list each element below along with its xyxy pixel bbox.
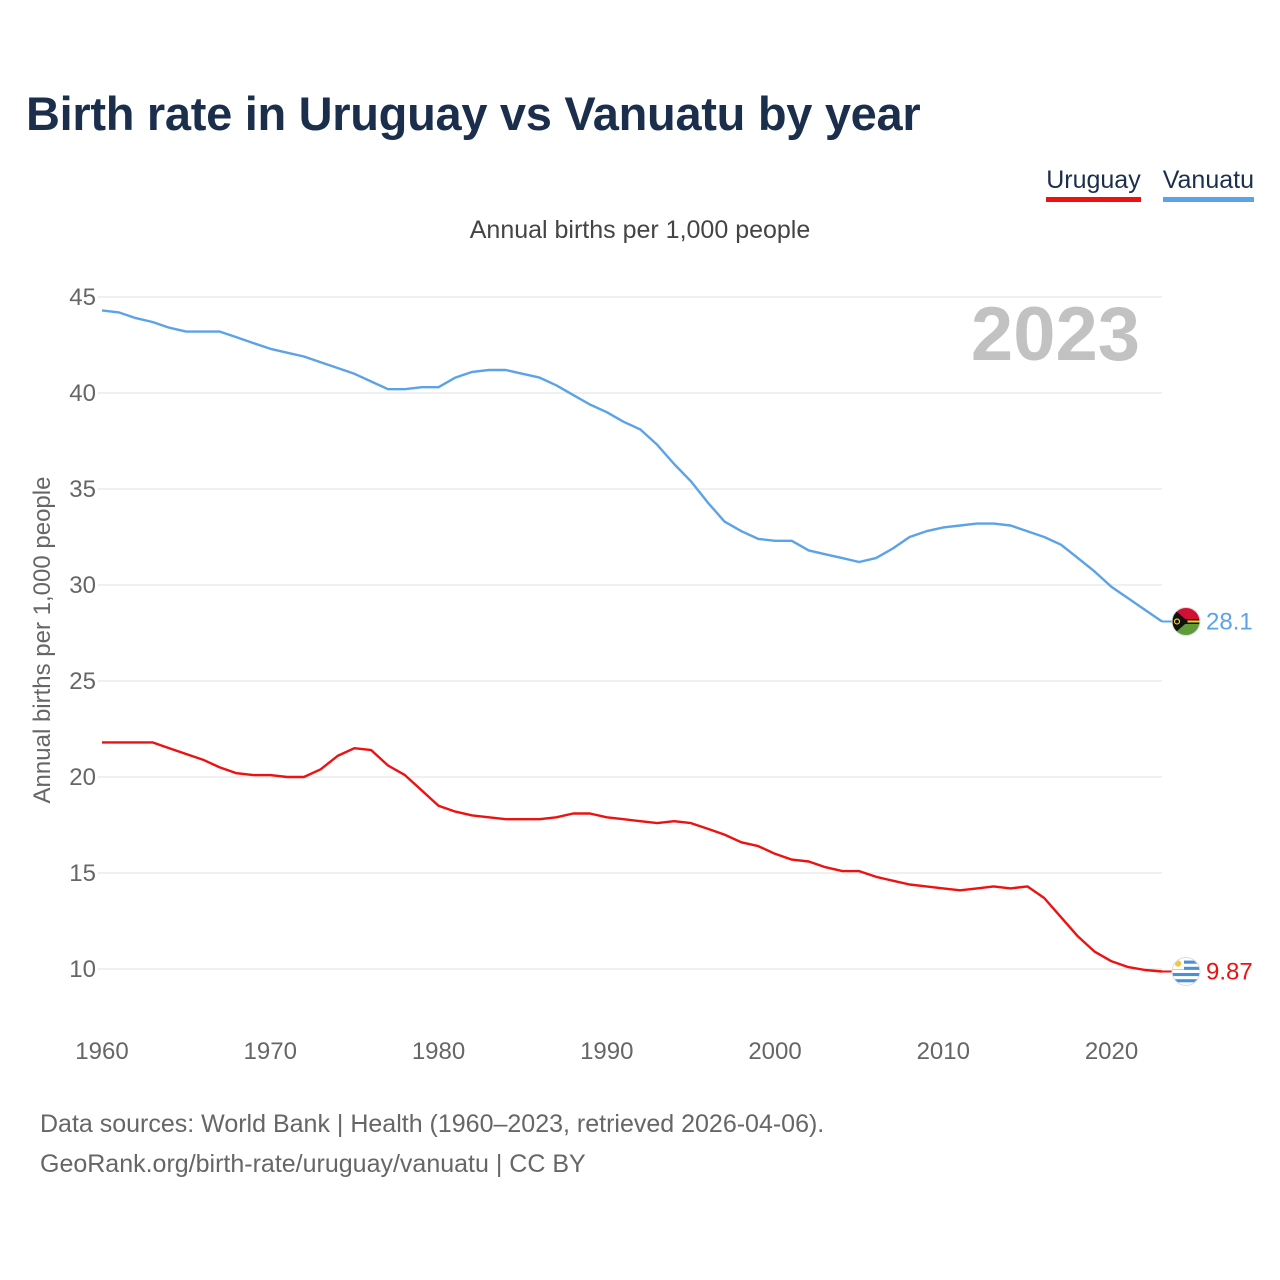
x-tick-label-1990: 1990 [580, 1038, 633, 1065]
x-tick-label-2010: 2010 [917, 1038, 970, 1065]
x-tick-label-1960: 1960 [75, 1038, 128, 1065]
end-value-label-uruguay: 9.87 [1206, 958, 1253, 985]
legend: Uruguay Vanuatu [1046, 166, 1254, 202]
x-axis-ticks: 1960 1970 1980 1990 2000 2010 2020 [75, 1038, 1138, 1065]
y-tick-label-35: 35 [69, 476, 96, 503]
x-tick-label-2020: 2020 [1085, 1038, 1138, 1065]
uruguay-flag-icon [1171, 956, 1201, 986]
x-tick-label-2000: 2000 [748, 1038, 801, 1065]
y-tick-label-10: 10 [69, 956, 96, 983]
series-line-vanuatu [101, 309, 1163, 623]
x-tick-label-1970: 1970 [244, 1038, 297, 1065]
legend-item-vanuatu[interactable]: Vanuatu [1162, 166, 1254, 202]
chart-subtitle: Annual births per 1,000 people [469, 216, 811, 244]
y-tick-label-45: 45 [69, 284, 96, 311]
y-axis-label: Annual births per 1,000 people [29, 477, 56, 804]
source-url-text[interactable]: GeoRank.org/birth-rate/uruguay/vanuatu |… [40, 1150, 586, 1178]
y-tick-label-30: 30 [69, 572, 96, 599]
footer: Data sources: World Bank | Health (1960–… [40, 1104, 824, 1184]
y-axis-ticks: 10 15 20 25 30 35 40 45 [69, 284, 96, 983]
year-watermark: 2023 [971, 292, 1140, 377]
series-line-uruguay [102, 741, 1163, 973]
grid-lines [98, 296, 1162, 970]
line-chart: 10 15 20 25 30 35 40 45 1960 1970 1980 1990 2000 201… [29, 284, 1253, 1065]
data-sources-text: Data sources: World Bank | Health (1960–… [40, 1110, 825, 1138]
legend-item-uruguay[interactable]: Uruguay [1046, 166, 1141, 202]
y-tick-label-40: 40 [69, 380, 96, 407]
series-lines [101, 309, 1163, 973]
vanuatu-flag-icon [1171, 606, 1201, 636]
page-title: Birth rate in Uruguay vs Vanuatu by year [26, 87, 921, 140]
end-value-label-vanuatu: 28.1 [1206, 608, 1253, 635]
y-tick-label-15: 15 [69, 860, 96, 887]
y-tick-label-20: 20 [69, 764, 96, 791]
y-tick-label-25: 25 [69, 668, 96, 695]
x-tick-label-1980: 1980 [412, 1038, 465, 1065]
series-end-markers: 9.87 28.1 [1162, 606, 1253, 986]
